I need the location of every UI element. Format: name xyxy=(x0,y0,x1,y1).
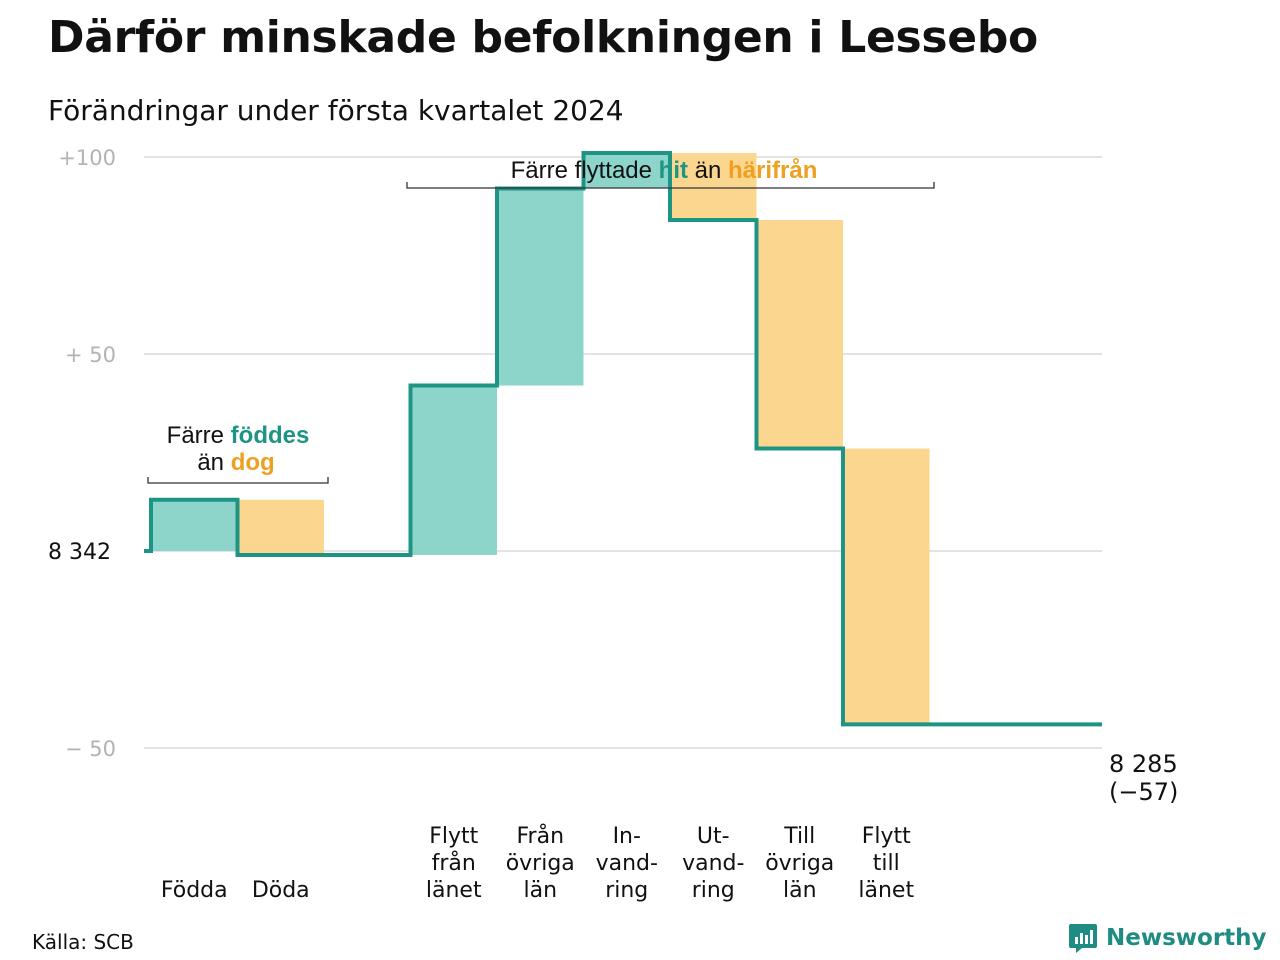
category-label: län xyxy=(783,878,817,903)
category-label: Flytt xyxy=(862,824,911,849)
annotation-births: Färre föddes än dog xyxy=(147,422,329,484)
category-label: Döda xyxy=(252,878,310,903)
bar-decrease xyxy=(756,220,843,449)
chart-title: Därför minskade befolkningen i Lessebo xyxy=(48,12,1038,63)
category-label: vand- xyxy=(682,851,744,876)
annotation-moves-bracket xyxy=(406,182,935,189)
category-label: In- xyxy=(613,824,641,849)
category-label: Födda xyxy=(161,878,228,903)
bars xyxy=(151,153,930,725)
annotation-moves: Färre flyttade hit än härifrån xyxy=(406,157,935,189)
brand-logo[interactable]: Newsworthy xyxy=(1068,922,1267,954)
bar-increase xyxy=(583,153,670,189)
brand-name: Newsworthy xyxy=(1106,925,1267,951)
y-tick-label: 8 342 xyxy=(48,540,111,565)
category-label: Flytt xyxy=(429,824,478,849)
grid-lines xyxy=(144,156,1102,749)
end-value-label: 8 285 xyxy=(1109,750,1178,778)
category-label: Från xyxy=(516,823,564,849)
category-label: länet xyxy=(426,878,482,903)
annotation-births-line2: än dog xyxy=(197,449,274,476)
category-label: län xyxy=(523,878,557,903)
bar-increase xyxy=(497,188,584,386)
category-label: vand- xyxy=(596,851,658,876)
category-label: ring xyxy=(692,878,735,903)
category-label: ring xyxy=(605,878,648,903)
category-label: övriga xyxy=(765,851,834,876)
category-label: Till xyxy=(783,824,815,849)
category-label: länet xyxy=(858,878,914,903)
y-tick-label: +100 xyxy=(58,146,116,170)
waterfall-chart: +100+ 508 342− 50 Födda DödaFlyttfrånläne… xyxy=(48,146,1178,903)
annotation-births-line1: Färre föddes xyxy=(167,422,310,449)
bar-decrease xyxy=(237,499,324,555)
y-tick-label: + 50 xyxy=(65,343,116,367)
chart-subtitle: Förändringar under första kvartalet 2024 xyxy=(48,94,624,127)
category-label: övriga xyxy=(506,851,575,876)
bar-increase xyxy=(151,499,238,551)
category-label: till xyxy=(873,851,900,876)
bar-decrease xyxy=(843,448,930,725)
newsworthy-logo-icon xyxy=(1069,924,1097,953)
annotation-births-bracket xyxy=(147,477,329,484)
bar-increase xyxy=(410,385,497,555)
category-labels: Födda DödaFlyttfrånlänetFrånövrigalänIn-v… xyxy=(161,823,915,903)
category-label: Ut- xyxy=(697,824,730,849)
end-change-label: (−57) xyxy=(1109,778,1178,806)
y-tick-label: − 50 xyxy=(65,737,116,761)
bar-decrease xyxy=(670,153,757,221)
annotation-moves-text: Färre flyttade hit än härifrån xyxy=(511,157,818,184)
y-axis-ticks: +100 + 50 8 342 − 50 xyxy=(48,146,116,761)
source-note: Källa: SCB xyxy=(32,930,134,954)
category-label: från xyxy=(432,850,476,876)
